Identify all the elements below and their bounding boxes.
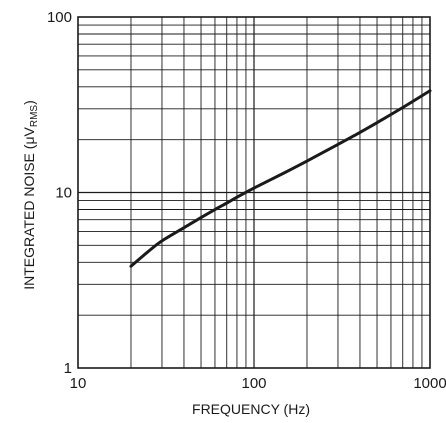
x-tick-label: 100 [241, 375, 266, 392]
y-axis-title-subscript: RMS [29, 105, 40, 128]
integrated-noise-curve [129, 89, 432, 268]
series-layer [129, 89, 432, 268]
y-axis-title-main: INTEGRATED NOISE (μV [21, 126, 37, 289]
y-tick-label: 1 [64, 360, 72, 377]
y-tick-label: 10 [55, 185, 72, 202]
y-axis-title: INTEGRATED NOISE (μVRMS) [21, 100, 40, 290]
y-axis-title-close: ) [21, 100, 37, 105]
x-tick-label: 10 [70, 375, 87, 392]
x-axis-title: FREQUENCY (Hz) [192, 401, 310, 417]
x-tick-label: 1000 [413, 375, 446, 392]
plot-frame [77, 16, 431, 369]
grid-lines [78, 17, 430, 368]
y-tick-label: 100 [47, 9, 72, 26]
